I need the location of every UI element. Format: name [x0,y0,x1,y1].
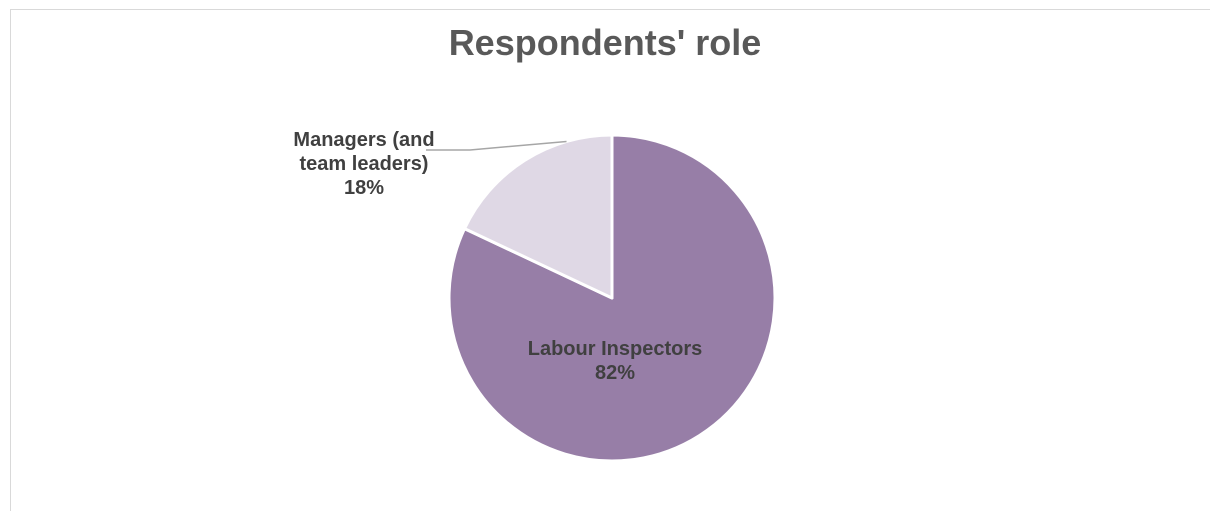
leader-line [426,140,567,151]
pie-slice-2 [463,133,614,300]
slice-label-labour-inspectors: Labour Inspectors 82% [528,338,702,384]
pie-slices [447,133,777,463]
slice-label-managers: Managers (and team leaders) 18% [293,129,434,199]
chart-title: Respondents' role [448,22,762,63]
pie-labels: Labour Inspectors 82% Managers (and team le… [293,129,702,384]
